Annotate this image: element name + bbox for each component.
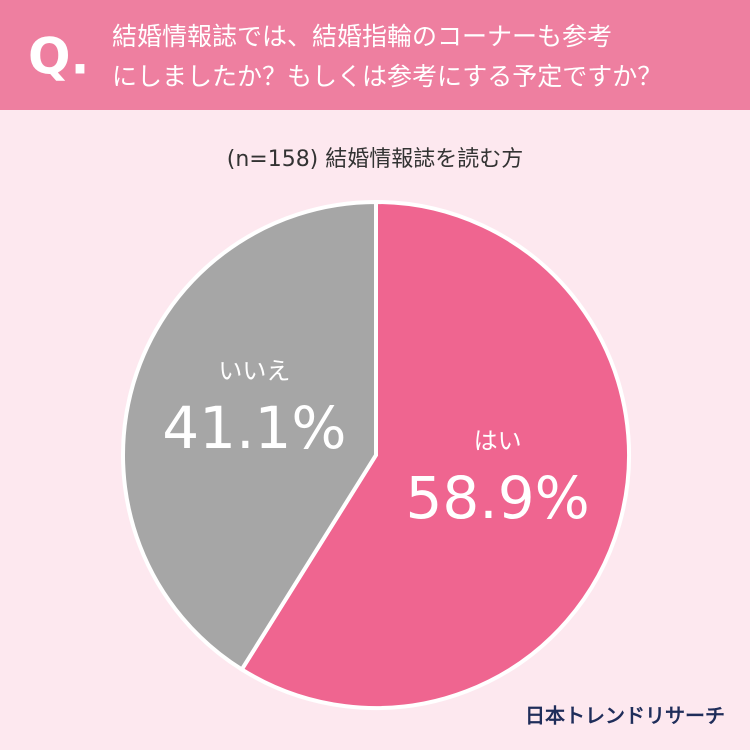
header [0, 0, 750, 110]
category-label: いいえ [218, 357, 290, 385]
source: 日本トレンドリサーチ [525, 704, 725, 728]
pie-slice [239, 199, 631, 710]
title-line: にしましたか？もしくは参考にする予定ですか？ [112, 62, 662, 91]
pie-slice [121, 199, 378, 673]
value-label: 58.9% [405, 464, 589, 532]
question-mark: Q. [28, 28, 90, 86]
title-line: 結婚情報誌では、結婚指輪のコーナーも参考 [112, 22, 612, 51]
category-label: はい [474, 427, 522, 455]
value-label: 41.1% [162, 394, 346, 462]
subtitle: (n=158) 結婚情報誌を読む方 [227, 147, 524, 172]
